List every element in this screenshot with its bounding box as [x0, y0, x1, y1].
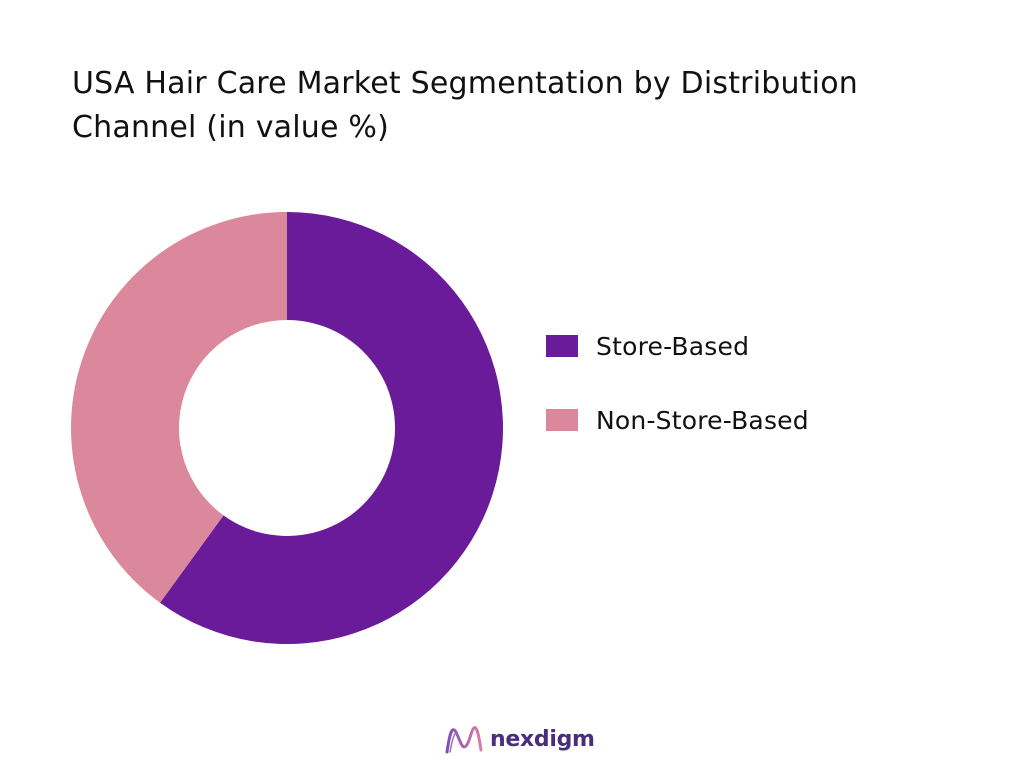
legend-swatch-store-based: [546, 335, 578, 357]
brand-name: nexdigm: [490, 726, 595, 752]
chart-title: USA Hair Care Market Segmentation by Dis…: [72, 66, 858, 145]
donut-slice-non-store-based: [71, 212, 288, 603]
brand-logo: nexdigm: [444, 722, 595, 756]
wave-n-logo-icon: [445, 726, 483, 754]
legend-label-non-store-based: Non-Store-Based: [596, 405, 809, 435]
legend-label-store-based: Store-Based: [596, 331, 750, 361]
legend-item-non-store-based: Non-Store-Based: [546, 400, 809, 440]
legend: Store-Based Non-Store-Based: [546, 326, 809, 474]
legend-item-store-based: Store-Based: [546, 326, 809, 366]
legend-swatch-non-store-based: [546, 409, 578, 431]
donut-slice-store-based: [160, 212, 504, 644]
